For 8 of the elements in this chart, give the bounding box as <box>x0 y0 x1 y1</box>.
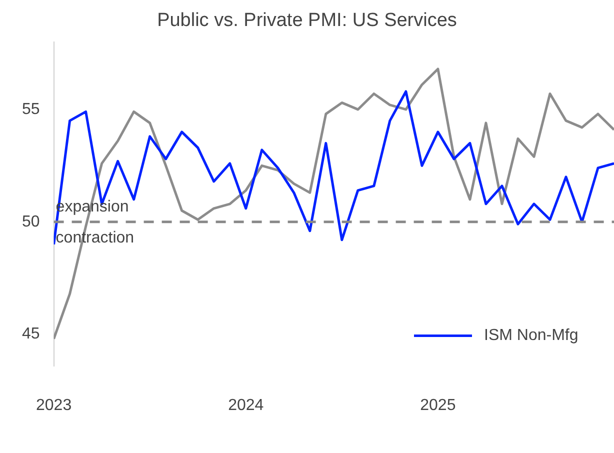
y-tick-label: 55 <box>22 100 40 118</box>
legend-label: ISM Non-Mfg <box>484 327 578 344</box>
y-tick-label: 50 <box>22 213 40 230</box>
chart-title: Public vs. Private PMI: US Services <box>156 10 458 32</box>
x-tick-label: 2023 <box>36 396 72 414</box>
x-tick-label: 2024 <box>228 396 264 414</box>
y-tick-label: 45 <box>22 326 40 343</box>
x-tick-label: 2025 <box>420 396 456 414</box>
